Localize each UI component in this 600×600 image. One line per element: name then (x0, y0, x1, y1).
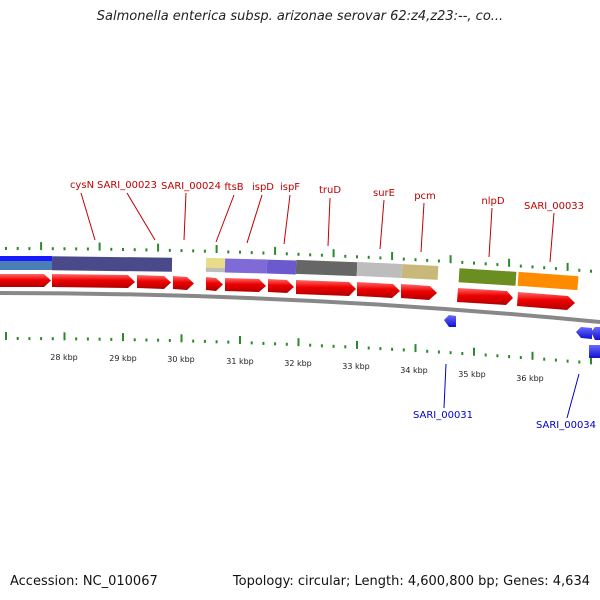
leader-line (283, 194, 291, 245)
reverse-gene-arrow (576, 327, 592, 339)
leader-line (379, 199, 385, 250)
cog-segment (517, 271, 579, 291)
leader-line (327, 197, 331, 247)
gene-label: ftsB (224, 182, 243, 193)
forward-gene-labels: cysN SARI_00023 SARI_00024 ftsB ispD isp… (70, 180, 584, 212)
forward-gene-arrow (52, 274, 135, 288)
gene-label: SARI_00034 (536, 420, 596, 431)
leader-line (566, 373, 580, 419)
gene-label: cysN (70, 180, 94, 191)
kbp-tick-label: 33 kbp (342, 362, 370, 371)
genome-backbone (0, 291, 600, 324)
gene-label: SARI_00023 (97, 180, 157, 191)
cog-segment (205, 267, 225, 273)
cog-segment (295, 259, 358, 277)
kbp-tick-label: 32 kbp (284, 359, 312, 368)
forward-gene-arrow (517, 292, 575, 310)
kbp-tick-label: 34 kbp (400, 366, 428, 375)
kbp-scale-labels: 28 kbp 29 kbp 30 kbp 31 kbp 32 kbp 33 kb… (50, 353, 544, 383)
leader-line (549, 212, 555, 263)
reverse-strand (444, 315, 600, 358)
forward-gene-arrow (296, 280, 356, 296)
kbp-tick-label: 31 kbp (226, 357, 254, 366)
leader-line (443, 363, 447, 409)
cog-segment (401, 264, 439, 280)
forward-gene-arrow (137, 275, 171, 289)
leader-line (246, 194, 263, 244)
gene-label: ispD (252, 182, 274, 193)
reverse-gene-labels: SARI_00031 SARI_00034 (413, 410, 596, 431)
leader-line (215, 194, 235, 243)
cog-segment (0, 256, 52, 261)
kbp-tick-label: 29 kbp (109, 354, 137, 363)
accession-label: Accession: NC_010067 (10, 574, 158, 589)
reverse-gene-block (589, 345, 600, 358)
leader-line (420, 202, 425, 253)
reverse-gene-arrow (591, 327, 600, 340)
cog-segment (224, 258, 268, 274)
forward-gene-arrow (268, 279, 294, 293)
forward-gene-arrow (173, 276, 194, 290)
gene-label: surE (373, 188, 395, 199)
genome-title: Salmonella enterica subsp. arizonae sero… (96, 9, 504, 24)
gene-label: SARI_00033 (524, 201, 584, 212)
forward-gene-arrow (457, 288, 513, 305)
cog-segment (266, 259, 297, 275)
forward-label-leaders (80, 192, 555, 263)
outer-tick-ring (5, 242, 592, 273)
gene-label: SARI_00024 (161, 181, 221, 192)
forward-gene-arrow (401, 284, 437, 300)
reverse-label-leaders (443, 363, 580, 419)
leader-line (183, 192, 187, 241)
leader-line (80, 192, 96, 241)
forward-gene-arrow (0, 274, 51, 287)
forward-gene-arrow (357, 282, 400, 298)
gene-label: ispF (280, 182, 300, 193)
gene-label: nlpD (481, 196, 504, 207)
gene-label: pcm (414, 191, 436, 202)
kbp-tick-label: 28 kbp (50, 353, 78, 362)
kbp-tick-label: 36 kbp (516, 374, 544, 383)
topology-summary: Topology: circular; Length: 4,600,800 bp… (232, 574, 590, 589)
forward-strand (0, 274, 575, 310)
kbp-tick-label: 30 kbp (167, 355, 195, 364)
cog-band (0, 256, 579, 291)
leader-line (488, 207, 493, 258)
cog-segment (458, 268, 517, 286)
gene-label: SARI_00031 (413, 410, 473, 421)
forward-gene-arrow (225, 278, 266, 292)
reverse-gene-arrow (444, 315, 456, 327)
inner-tick-ring (5, 332, 592, 365)
cog-segment (356, 261, 403, 279)
kbp-tick-label: 35 kbp (458, 370, 486, 379)
forward-gene-arrow (206, 277, 223, 291)
leader-line (126, 192, 156, 241)
cog-segment (51, 256, 173, 272)
gene-label: truD (319, 185, 341, 196)
